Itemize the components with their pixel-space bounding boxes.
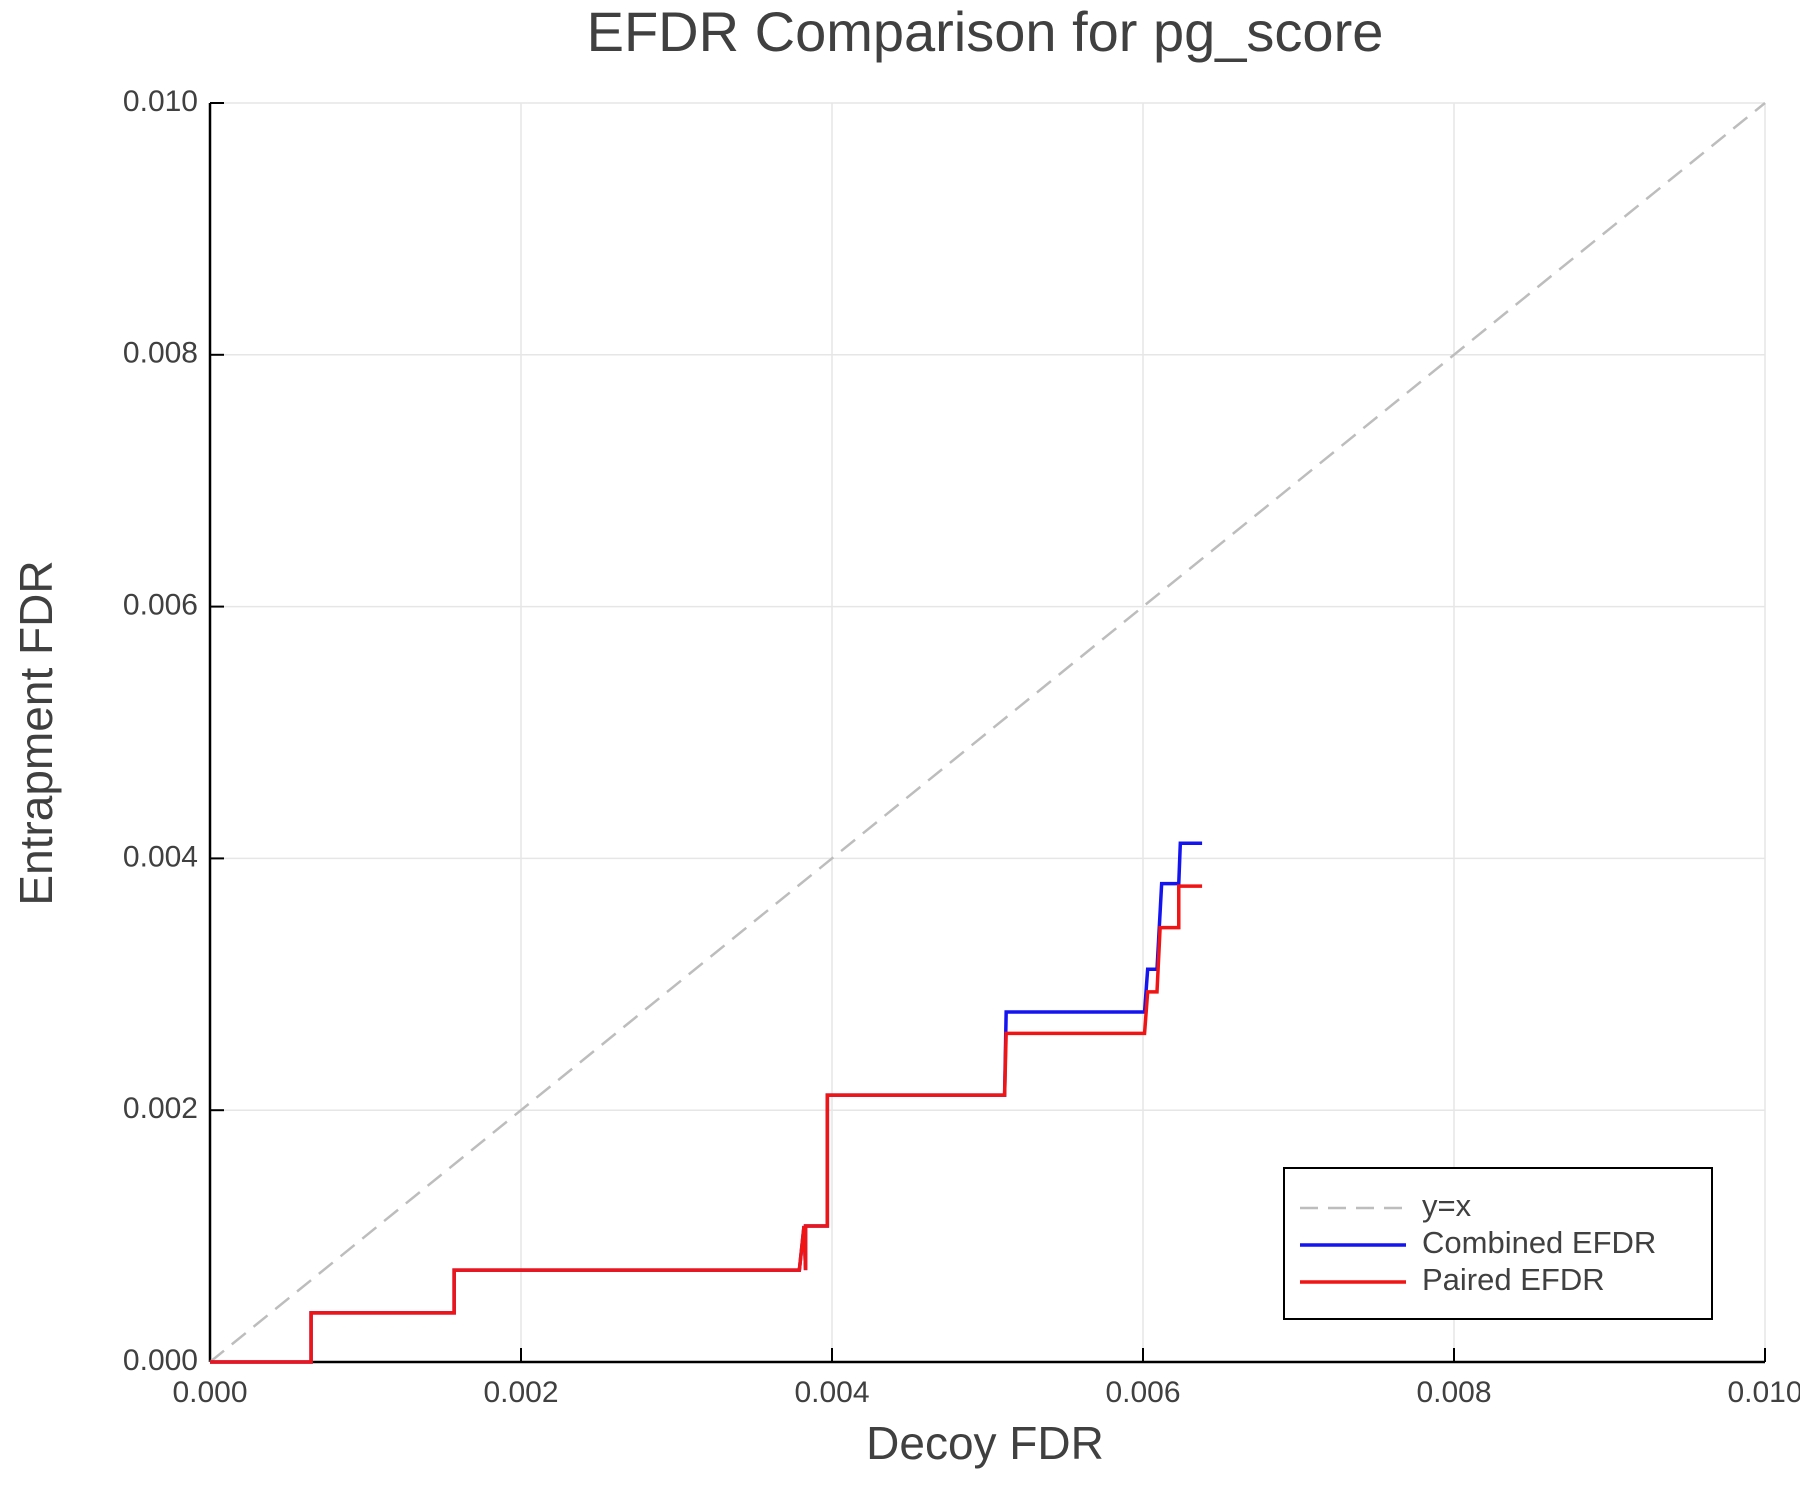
x-tick-label: 0.008	[1416, 1376, 1491, 1409]
y-tick-label: 0.002	[123, 1092, 198, 1125]
x-tick-label: 0.010	[1727, 1376, 1800, 1409]
x-axis-label: Decoy FDR	[866, 1417, 1104, 1469]
y-tick-label: 0.006	[123, 589, 198, 622]
y-tick-label: 0.000	[123, 1344, 198, 1377]
y-tick-label: 0.004	[123, 840, 198, 873]
legend-label: Combined EFDR	[1422, 1225, 1656, 1260]
series-line	[209, 102, 1766, 1363]
y-tick-label: 0.008	[123, 337, 198, 370]
legend-label: Paired EFDR	[1422, 1262, 1605, 1297]
x-tick-label: 0.002	[483, 1376, 558, 1409]
y-axis-label: Entrapment FDR	[10, 560, 62, 905]
legend-label: y=x	[1422, 1188, 1472, 1223]
series-line	[210, 884, 1203, 1364]
x-tick-label: 0.006	[1105, 1376, 1180, 1409]
x-tick-label: 0.004	[794, 1376, 869, 1409]
series-line	[210, 841, 1203, 1364]
x-tick-label: 0.000	[172, 1376, 247, 1409]
chart-title: EFDR Comparison for pg_score	[587, 0, 1384, 63]
y-tick-label: 0.010	[123, 85, 198, 118]
